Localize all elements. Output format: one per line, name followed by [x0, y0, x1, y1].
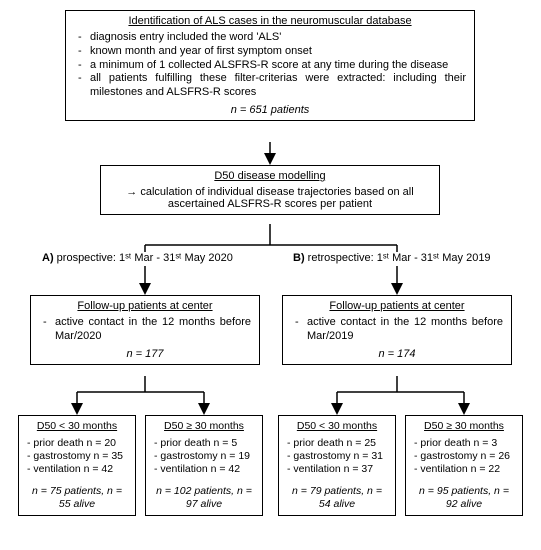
- d50-line: - ventilation n = 42: [154, 463, 254, 476]
- branch-b-label: B) retrospective: 1ˢᵗ Mar - 31ˢᵗ May 201…: [293, 252, 491, 264]
- d50-line: - gastrostomy n = 31: [287, 450, 387, 463]
- d50-line: - prior death n = 20: [27, 437, 127, 450]
- d50-a-lt-box: D50 < 30 months - prior death n = 20 - g…: [18, 415, 136, 516]
- d50-b-ge-title: D50 ≥ 30 months: [414, 420, 514, 433]
- d50-line: - prior death n = 5: [154, 437, 254, 450]
- bullet-item: all patients fulfilling these filter-cri…: [78, 72, 466, 100]
- followup-b-box: Follow-up patients at center active cont…: [282, 295, 512, 365]
- followup-a-bullets: active contact in the 12 months before M…: [39, 316, 251, 344]
- d50-line: - prior death n = 3: [414, 437, 514, 450]
- identification-title: Identification of ALS cases in the neuro…: [74, 15, 466, 27]
- followup-b-bullets: active contact in the 12 months before M…: [291, 316, 503, 344]
- branch-b-rest: retrospective: 1ˢᵗ Mar - 31ˢᵗ May 2019: [305, 252, 491, 264]
- branch-a-rest: prospective: 1ˢᵗ Mar - 31ˢᵗ May 2020: [54, 252, 233, 264]
- d50-line: - gastrostomy n = 19: [154, 450, 254, 463]
- d50-line: - ventilation n = 37: [287, 463, 387, 476]
- bullet-item: active contact in the 12 months before M…: [295, 316, 503, 344]
- d50-line: - ventilation n = 42: [27, 463, 127, 476]
- d50-b-ge-box: D50 ≥ 30 months - prior death n = 3 - ga…: [405, 415, 523, 516]
- d50-b-lt-title: D50 < 30 months: [287, 420, 387, 433]
- d50-line: - ventilation n = 22: [414, 463, 514, 476]
- bullet-item: diagnosis entry included the word 'ALS': [78, 31, 466, 45]
- branch-a-bold: A): [42, 252, 54, 264]
- d50-a-ge-box: D50 ≥ 30 months - prior death n = 5 - ga…: [145, 415, 263, 516]
- d50-modelling-box: D50 disease modelling → calculation of i…: [100, 165, 440, 215]
- d50-modelling-title: D50 disease modelling: [109, 170, 431, 182]
- d50-b-lt-box: D50 < 30 months - prior death n = 25 - g…: [278, 415, 396, 516]
- identification-n: n = 651 patients: [74, 104, 466, 116]
- d50-line: - gastrostomy n = 35: [27, 450, 127, 463]
- bullet-item: active contact in the 12 months before M…: [43, 316, 251, 344]
- d50-a-ge-title: D50 ≥ 30 months: [154, 420, 254, 433]
- d50-a-lt-summary: n = 75 patients, n = 55 alive: [27, 485, 127, 511]
- bullet-item: a minimum of 1 collected ALSFRS-R score …: [78, 59, 466, 73]
- branch-b-bold: B): [293, 252, 305, 264]
- identification-box: Identification of ALS cases in the neuro…: [65, 10, 475, 121]
- identification-bullets: diagnosis entry included the word 'ALS' …: [74, 31, 466, 100]
- d50-line: - prior death n = 25: [287, 437, 387, 450]
- d50-a-lt-title: D50 < 30 months: [27, 420, 127, 433]
- d50-modelling-text: → calculation of individual disease traj…: [109, 186, 431, 210]
- d50-line: - gastrostomy n = 26: [414, 450, 514, 463]
- bullet-item: known month and year of first symptom on…: [78, 45, 466, 59]
- followup-b-title: Follow-up patients at center: [291, 300, 503, 312]
- followup-b-n: n = 174: [291, 348, 503, 360]
- d50-b-ge-summary: n = 95 patients, n = 92 alive: [414, 485, 514, 511]
- branch-a-label: A) prospective: 1ˢᵗ Mar - 31ˢᵗ May 2020: [42, 252, 233, 264]
- d50-a-ge-summary: n = 102 patients, n = 97 alive: [154, 485, 254, 511]
- followup-a-n: n = 177: [39, 348, 251, 360]
- followup-a-title: Follow-up patients at center: [39, 300, 251, 312]
- followup-a-box: Follow-up patients at center active cont…: [30, 295, 260, 365]
- d50-b-lt-summary: n = 79 patients, n = 54 alive: [287, 485, 387, 511]
